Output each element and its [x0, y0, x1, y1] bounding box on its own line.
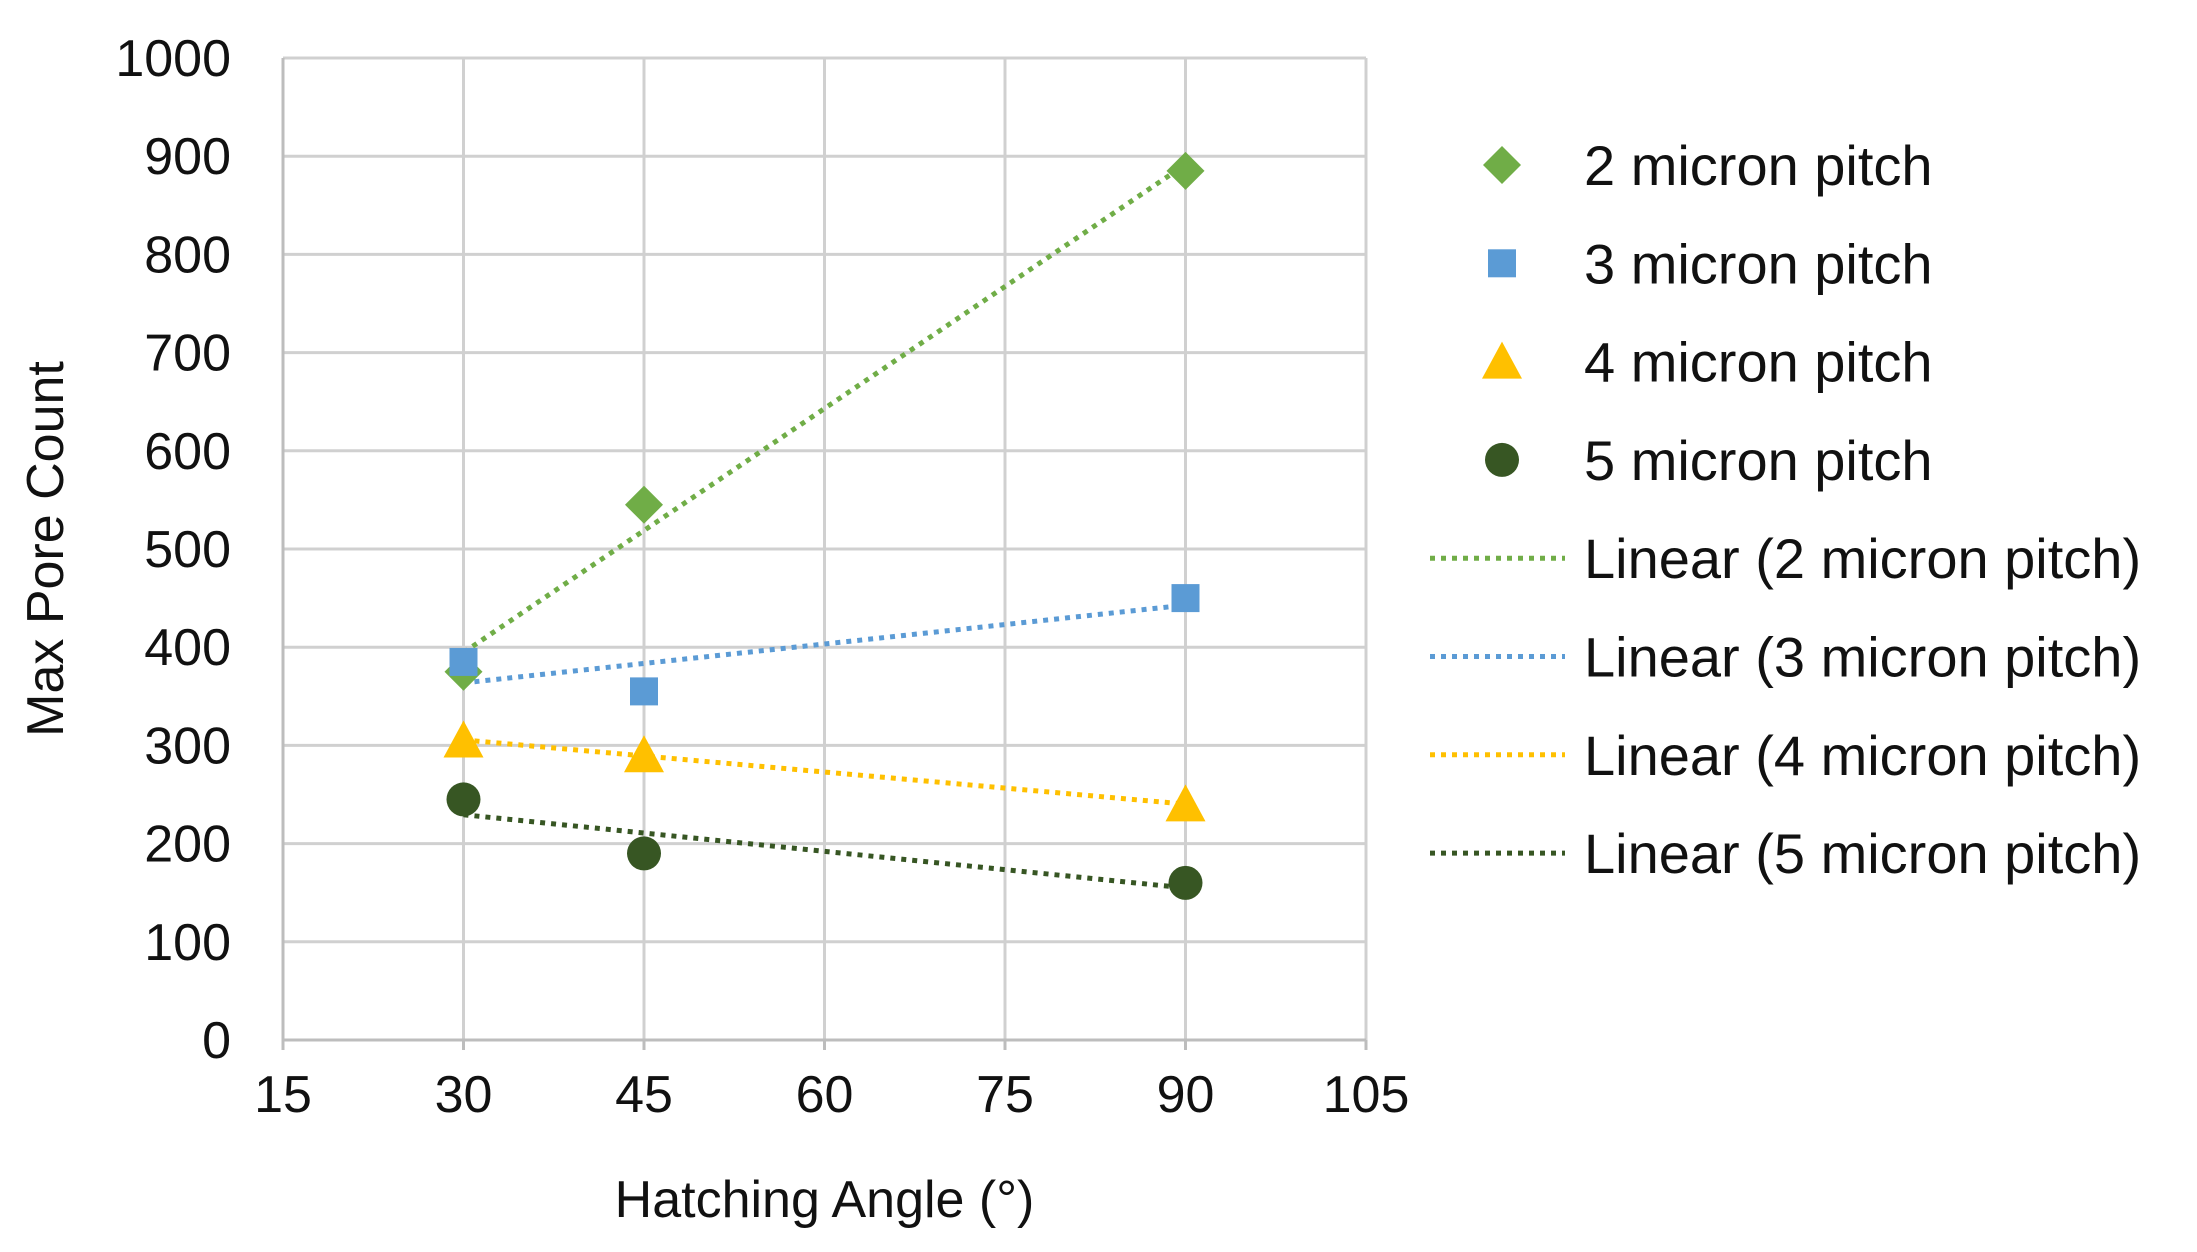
trendlines: [462, 162, 1187, 891]
data-point-diamond: [625, 485, 663, 524]
axes: 15 30 45 60 75 90 105 0 100 200 300 400 500 600 700 800…: [115, 30, 1409, 1124]
y-tick-label: 300: [144, 717, 231, 775]
data-point-circle: [446, 782, 481, 817]
legend-label: 2 micron pitch: [1584, 134, 1933, 197]
data-point-triangle: [624, 735, 664, 773]
legend-label: Linear (2 micron pitch): [1584, 527, 2141, 590]
trendline-2-micron: [462, 162, 1187, 655]
data-point-circle: [627, 836, 661, 871]
data-point-circle: [1168, 865, 1203, 900]
y-tick-label: 900: [144, 128, 231, 186]
legend-marker-square: [1488, 249, 1516, 278]
data-point-triangle: [1165, 784, 1206, 822]
y-tick-label: 500: [144, 521, 231, 579]
y-tick-label: 1000: [115, 30, 231, 88]
y-tick-label: 600: [144, 423, 231, 481]
y-axis-title: Max Pore Count: [17, 361, 75, 737]
y-tick-label: 200: [144, 816, 231, 874]
legend-marker-triangle: [1482, 341, 1522, 379]
legend-label: Linear (4 micron pitch): [1584, 724, 2141, 787]
x-axis-title: Hatching Angle (°): [615, 1171, 1035, 1229]
data-point-diamond: [1166, 151, 1205, 190]
data-points: [443, 151, 1206, 900]
trendline-3-micron: [463, 602, 1186, 686]
legend-label: Linear (3 micron pitch): [1584, 626, 2141, 689]
x-tick-label: 105: [1323, 1066, 1410, 1124]
legend-label: Linear (5 micron pitch): [1584, 822, 2141, 885]
legend-label: 3 micron pitch: [1584, 232, 1933, 295]
y-tick-label: 800: [144, 226, 231, 284]
x-tick-label: 90: [1157, 1066, 1215, 1124]
data-point-triangle: [443, 720, 484, 758]
x-tick-label: 15: [254, 1066, 312, 1124]
gridlines: [281, 56, 1368, 1042]
y-tick-label: 700: [144, 325, 231, 383]
x-tick-label: 75: [976, 1066, 1034, 1124]
legend-marker-circle: [1485, 442, 1519, 477]
y-tick-label: 0: [202, 1012, 231, 1070]
legend: 2 micron pitch 3 micron pitch 4 micron pit…: [1430, 134, 2141, 885]
data-point-square: [449, 647, 478, 676]
y-tick-label: 100: [144, 914, 231, 972]
legend-label: 5 micron pitch: [1584, 429, 1933, 492]
x-tick-label: 45: [615, 1066, 673, 1124]
legend-label: 4 micron pitch: [1584, 331, 1933, 394]
legend-marker-diamond: [1483, 146, 1521, 184]
x-tick-label: 60: [796, 1066, 854, 1124]
data-point-square: [1171, 584, 1200, 613]
y-tick-label: 400: [144, 619, 231, 677]
x-tick-label: 30: [435, 1066, 493, 1124]
data-point-square: [630, 677, 658, 706]
